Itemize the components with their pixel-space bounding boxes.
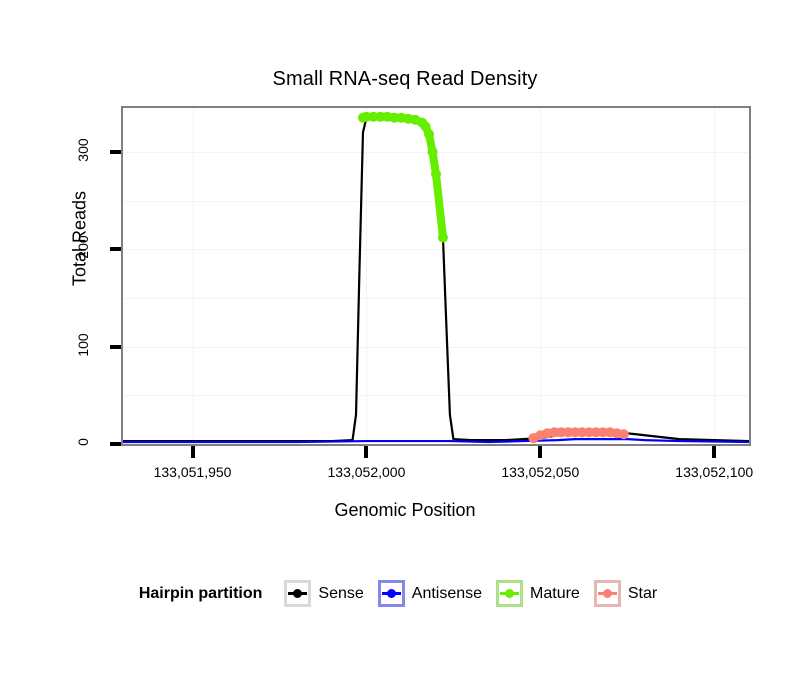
data-point-star xyxy=(618,429,629,440)
data-point-mature xyxy=(427,146,438,157)
y-axis-tick-mark xyxy=(110,344,121,349)
x-axis-tick-mark xyxy=(538,446,543,458)
grid-line-vertical xyxy=(193,108,194,444)
data-point-star xyxy=(563,427,574,438)
plot-area xyxy=(123,108,749,444)
data-series-layer xyxy=(123,111,749,444)
data-point-mature xyxy=(437,232,448,243)
page-title: Small RNA-seq Read Density xyxy=(272,68,538,90)
data-point-star xyxy=(584,427,595,438)
legend-key-swatch xyxy=(593,580,621,607)
data-point-mature xyxy=(431,169,441,180)
legend: Hairpin partition Sense Antisense Mature St… xyxy=(0,580,810,607)
data-point-mature xyxy=(389,112,400,123)
grid-line-horizontal xyxy=(123,249,749,250)
y-axis-tick-mark xyxy=(110,442,121,446)
data-point-mature xyxy=(420,121,431,132)
legend-key-swatch xyxy=(496,580,524,607)
data-point-mature xyxy=(375,111,386,122)
data-point-star xyxy=(597,427,608,438)
legend-point-icon xyxy=(293,589,303,598)
y-axis-tick-mark xyxy=(110,247,121,252)
data-point-star xyxy=(549,427,560,438)
grid-line-vertical xyxy=(540,108,541,444)
data-point-mature xyxy=(361,111,372,122)
legend-key-swatch xyxy=(284,580,312,607)
legend-item-antisense[interactable]: Antisense xyxy=(377,580,483,607)
data-point-star xyxy=(577,427,588,438)
legend-point-icon xyxy=(602,589,612,598)
x-axis-title: Genomic Position xyxy=(334,500,476,520)
grid-line-vertical xyxy=(366,108,367,444)
data-point-mature xyxy=(424,129,435,140)
x-axis-tick-label: 133,051,950 xyxy=(153,464,232,480)
legend-key-swatch xyxy=(377,580,405,607)
legend-item-label: Sense xyxy=(318,584,364,602)
data-point-star xyxy=(570,427,581,438)
data-point-star xyxy=(590,427,601,438)
legend-item-mature[interactable]: Mature xyxy=(496,580,580,607)
legend-item-label: Antisense xyxy=(411,584,483,602)
x-axis-tick-mark xyxy=(712,446,717,458)
legend-item-label: Star xyxy=(627,584,658,602)
legend-title: Hairpin partition xyxy=(138,584,263,602)
x-axis-tick-label: 133,052,000 xyxy=(327,464,406,480)
y-axis-title: Total Reads xyxy=(69,190,90,287)
x-axis-tick-label: 133,052,050 xyxy=(501,464,580,480)
legend-item-star[interactable]: Star xyxy=(593,580,658,607)
legend-point-icon xyxy=(386,589,396,598)
legend-point-icon xyxy=(505,589,515,598)
x-axis-tick-mark xyxy=(190,446,195,458)
series-line-antisense xyxy=(123,438,749,444)
legend-items: Sense Antisense Mature Star xyxy=(284,580,671,607)
y-axis-tick-label: 0 xyxy=(75,438,91,446)
legend-item-label: Mature xyxy=(530,584,580,602)
grid-line-vertical xyxy=(714,108,715,444)
grid-line-horizontal-minor xyxy=(123,298,749,299)
grid-line-horizontal xyxy=(123,347,749,348)
legend-item-sense[interactable]: Sense xyxy=(284,580,364,607)
data-point-star xyxy=(556,427,567,438)
y-axis-tick-mark xyxy=(110,149,121,154)
plot-panel xyxy=(121,106,751,446)
data-point-mature xyxy=(368,111,379,122)
x-axis-tick-label: 133,052,100 xyxy=(675,464,754,480)
grid-line-horizontal-minor xyxy=(123,395,749,396)
x-axis-tick-mark xyxy=(364,446,369,458)
